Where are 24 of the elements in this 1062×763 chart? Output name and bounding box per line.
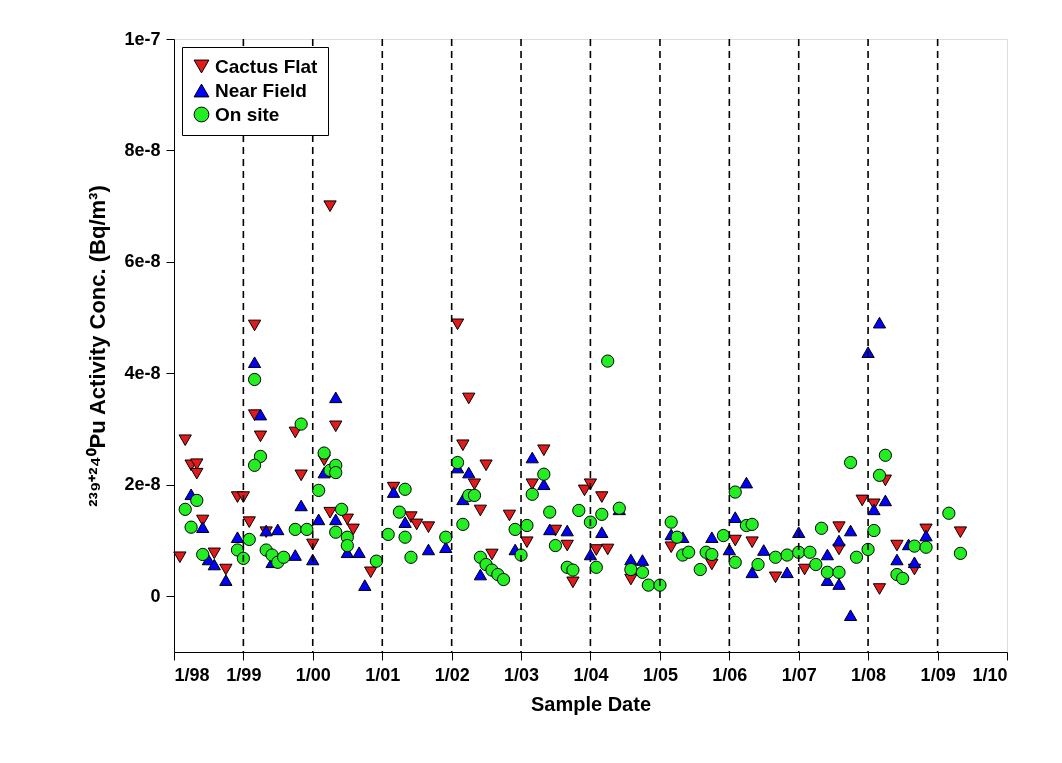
x-tick-label: 1/01: [365, 664, 401, 685]
x-tick-label: 1/04: [573, 664, 609, 685]
x-tick-label: 1/00: [295, 664, 331, 685]
y-tick-label: 1e-7: [124, 28, 161, 49]
x-tick-label: 1/07: [781, 664, 817, 685]
x-tick-label: 1/02: [434, 664, 470, 685]
x-axis-title: Sample Date: [530, 692, 652, 715]
x-tick-label: 1/05: [642, 664, 678, 685]
y-tick-label: 8e-8: [124, 139, 161, 160]
x-tick-label: 1/98: [174, 664, 210, 685]
legend-label: Near Field: [215, 79, 307, 101]
legend-label: Cactus Flat: [215, 55, 319, 77]
x-tick-label: 1/99: [226, 664, 262, 685]
y-tick-label: 4e-8: [124, 362, 161, 383]
y-axis-title: ²³⁹⁺²⁴⁰Pu Activity Conc. (Bq/m³): [85, 185, 111, 507]
y-tick-label: 2e-8: [124, 474, 161, 495]
x-tick-label: 1/03: [504, 664, 540, 685]
y-tick-label: 0: [150, 585, 161, 606]
x-tick-label: 1/09: [920, 664, 956, 685]
legend-label: On site: [215, 103, 280, 125]
x-tick-label: 1/06: [712, 664, 748, 685]
x-tick-label: 1/10: [972, 664, 1008, 685]
x-tick-label: 1/08: [851, 664, 887, 685]
y-tick-label: 6e-8: [124, 251, 161, 272]
